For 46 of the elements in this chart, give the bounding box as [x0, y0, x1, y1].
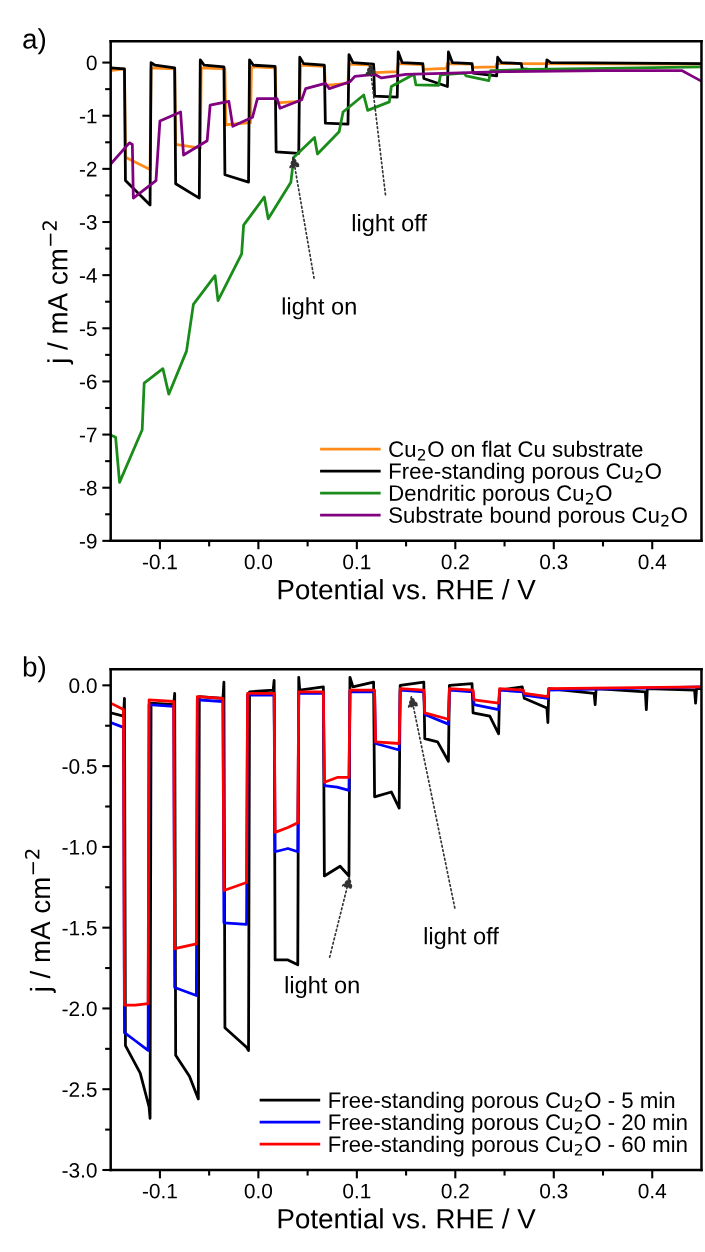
legend-label: Substrate bound porous Cu$_{2}$O — [389, 506, 687, 528]
y-axis-title: j / mA cm$^{−2}$ — [24, 849, 56, 994]
chart-title: b) — [23, 656, 46, 683]
y-tick-label: -1.0 — [62, 839, 97, 855]
x-tick-label: -0.1 — [142, 554, 177, 570]
y-tick-label: -1.5 — [62, 920, 97, 936]
y-tick-label: -2 — [79, 161, 97, 177]
y-tick-label: -0.5 — [62, 759, 97, 774]
annotation: light on — [282, 297, 356, 320]
x-axis-title: Potential vs. RHE / V — [278, 579, 536, 600]
y-tick-label: -1 — [79, 108, 97, 124]
y-tick-label: 0.0 — [69, 678, 97, 694]
y-tick-label: 0 — [86, 55, 97, 71]
annotation: light on — [285, 976, 359, 999]
legend-label: Free-standing porous Cu$_{2}$O - 20 min — [329, 1113, 687, 1135]
legend-label: Cu$_{2}$O on flat Cu substrate — [389, 440, 643, 461]
x-tick-label: 0.0 — [244, 554, 273, 570]
legend-label: Free-standing porous Cu$_{2}$O — [389, 462, 661, 484]
x-tick-label: 0.3 — [540, 1183, 568, 1199]
x-tick-label: 0.1 — [343, 554, 371, 570]
legend-label: Dendritic porous Cu$_{2}$O — [389, 484, 612, 506]
chart-title: a) — [23, 28, 46, 55]
x-tick-label: 0.1 — [343, 1183, 371, 1199]
x-axis-title: Potential vs. RHE / V — [278, 1208, 536, 1229]
x-tick-label: -0.1 — [142, 1183, 177, 1199]
y-tick-label: -3.0 — [62, 1163, 97, 1178]
y-tick-label: -3 — [79, 215, 97, 230]
annotation: light off — [352, 214, 427, 237]
y-tick-label: -2.0 — [62, 1001, 97, 1017]
y-tick-label: -8 — [79, 480, 97, 496]
x-tick-label: 0.0 — [244, 1183, 273, 1199]
annotation: light off — [424, 927, 499, 950]
x-tick-label: 0.2 — [441, 1183, 469, 1199]
y-tick-label: -5 — [79, 321, 97, 337]
y-tick-label: -9 — [79, 533, 97, 549]
x-tick-label: 0.4 — [638, 1183, 667, 1199]
y-tick-label: -7 — [79, 427, 97, 443]
legend-label: Free-standing porous Cu$_{2}$O - 60 min — [329, 1135, 687, 1157]
legend-label: Free-standing porous Cu$_{2}$O - 5 min — [329, 1091, 675, 1113]
x-tick-label: 0.3 — [540, 554, 568, 570]
y-tick-label: -2.5 — [62, 1082, 97, 1097]
y-axis-title: j / mA cm$^{−2}$ — [42, 221, 74, 365]
y-tick-label: -4 — [79, 268, 97, 283]
y-tick-label: -6 — [79, 374, 97, 390]
x-tick-label: 0.4 — [638, 554, 667, 570]
x-tick-label: 0.2 — [441, 554, 469, 570]
